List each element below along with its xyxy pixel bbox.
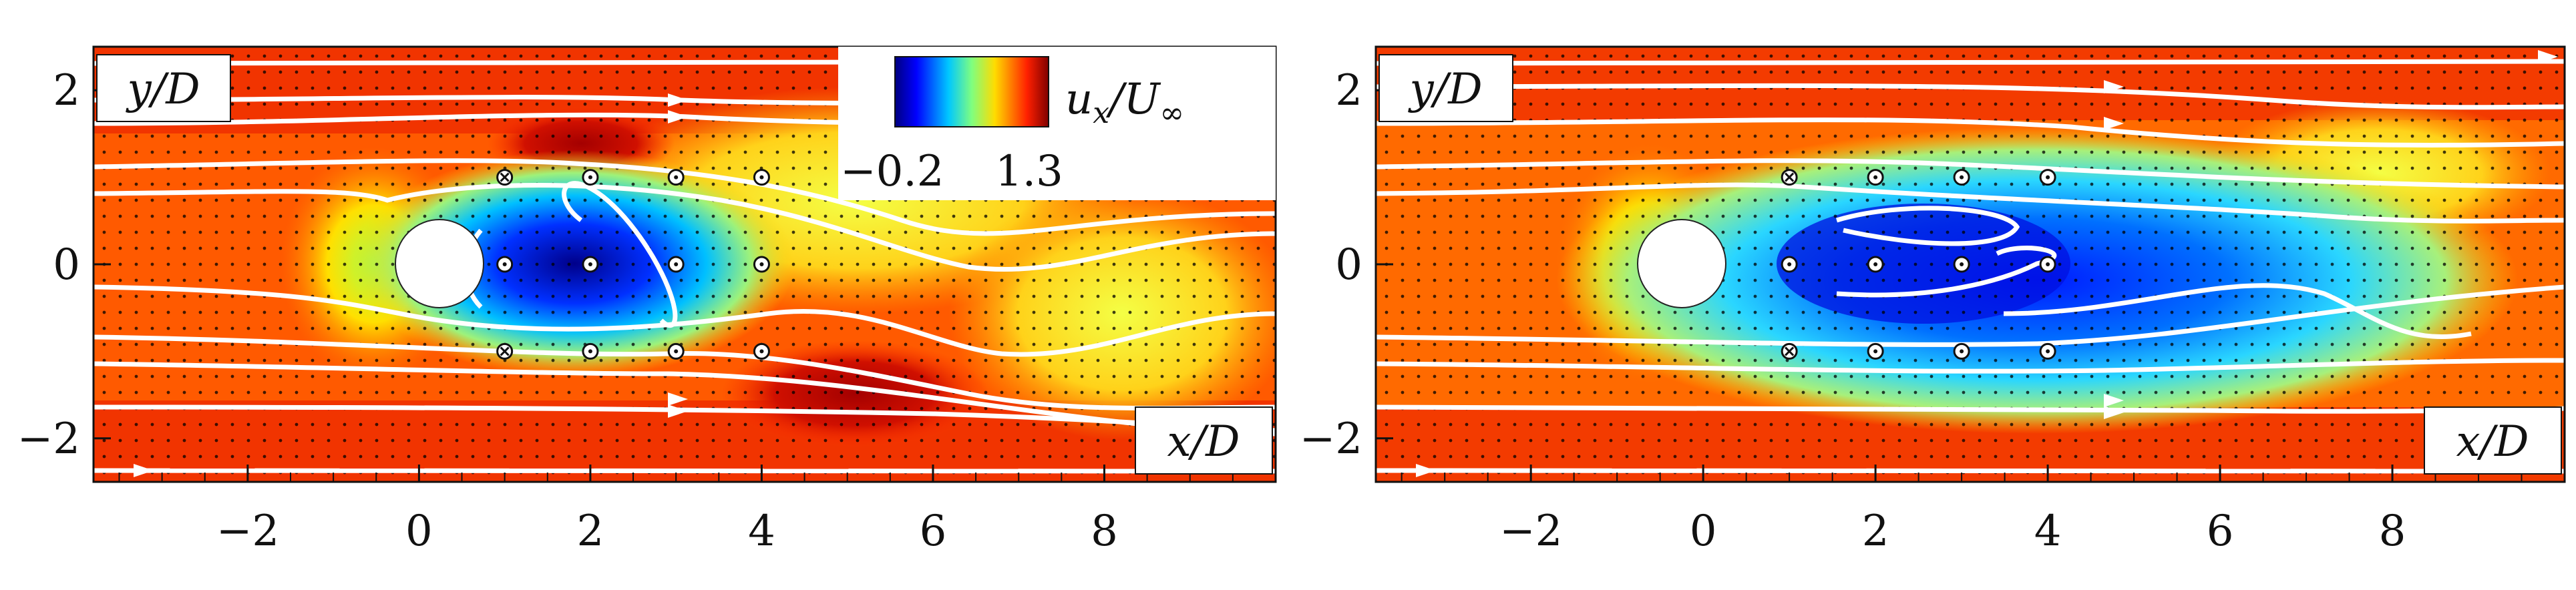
sensor-circle-marker	[753, 256, 770, 273]
sensor-cross-marker	[496, 169, 514, 186]
sensor-circle-marker	[667, 342, 685, 360]
x-tick-label: 8	[1091, 507, 1118, 556]
left-cylinder	[395, 219, 484, 308]
left-streamline-arrows	[134, 93, 688, 477]
x-tick-label: 6	[920, 507, 947, 556]
x-tick-label: 0	[405, 507, 433, 556]
colorbar-max-label: 1.3	[995, 147, 1063, 196]
colorbar: ux/U∞ −0.2 1.3	[838, 47, 1276, 200]
x-tick-label: −2	[1499, 507, 1562, 556]
left-panel: −2 0 2 4 6 8 2 0 −2 y/D x/D ux/U∞ −0.2 1.3	[17, 45, 1277, 556]
right-y-axis-label: y/D	[1407, 65, 1482, 114]
sensor-circle-marker	[1867, 256, 1884, 273]
y-tick-label: −2	[17, 414, 80, 464]
right-y-axis-label-box: y/D	[1378, 54, 1513, 122]
right-field	[1376, 47, 2565, 482]
sensor-cross-marker	[496, 342, 514, 360]
sensor-circle-marker	[753, 342, 770, 360]
right-x-axis: −2 0 2 4 6 8	[1401, 465, 2565, 556]
y-tick-label: 2	[53, 66, 80, 115]
x-tick-label: 2	[577, 507, 604, 556]
y-tick-label: 2	[1335, 66, 1362, 115]
sensor-circle-marker	[1781, 256, 1798, 273]
y-tick-label: −2	[1300, 414, 1362, 464]
right-x-axis-label: x/D	[2456, 417, 2529, 467]
x-tick-label: −2	[216, 507, 279, 556]
sensor-cross-marker	[1781, 169, 1798, 186]
sensor-circle-marker	[2039, 256, 2056, 273]
left-x-axis-label-box: x/D	[1135, 406, 1273, 475]
sensor-circle-marker	[667, 256, 685, 273]
x-tick-label: 4	[748, 507, 775, 556]
left-x-axis: −2 0 2 4 6 8	[118, 465, 1276, 556]
sensor-circle-marker	[582, 256, 599, 273]
x-tick-label: 0	[1690, 507, 1717, 556]
left-sensors	[496, 169, 770, 360]
sensor-circle-marker	[1867, 342, 1884, 360]
x-tick-label: 2	[1862, 507, 1889, 556]
sensor-circle-marker	[1953, 342, 1970, 360]
right-cylinder	[1637, 219, 1726, 308]
sensor-circle-marker	[753, 169, 770, 186]
sensor-circle-marker	[1953, 169, 1970, 186]
right-quiver-field	[1376, 47, 2565, 482]
right-sensors	[1781, 169, 2056, 360]
y-tick-label: 0	[1335, 240, 1362, 290]
colorbar-min-label: −0.2	[840, 147, 944, 196]
right-streamline-arrows	[1416, 50, 2558, 477]
right-panel: −2 0 2 4 6 8 2 0 −2 y/D x/D	[1300, 45, 2566, 556]
sensor-circle-marker	[667, 169, 685, 186]
right-x-axis-label-box: x/D	[2424, 406, 2562, 475]
left-y-axis: 2 0 −2	[17, 66, 111, 464]
left-y-axis-label-box: y/D	[96, 54, 231, 122]
colorbar-label: ux/U∞	[1065, 75, 1184, 130]
sensor-circle-marker	[2039, 342, 2056, 360]
sensor-circle-marker	[1953, 256, 1970, 273]
sensor-circle-marker	[496, 256, 514, 273]
sensor-circle-marker	[1867, 169, 1884, 186]
x-tick-label: 4	[2034, 507, 2062, 556]
sensor-circle-marker	[2039, 169, 2056, 186]
left-y-axis-label: y/D	[125, 65, 200, 114]
x-tick-label: 8	[2379, 507, 2406, 556]
x-tick-label: 6	[2207, 507, 2234, 556]
left-x-axis-label: x/D	[1167, 417, 1240, 467]
colorbar-gradient	[894, 56, 1049, 127]
right-y-axis: 2 0 −2	[1300, 66, 1393, 464]
y-tick-label: 0	[53, 240, 80, 290]
sensor-circle-marker	[582, 169, 599, 186]
sensor-cross-marker	[1781, 342, 1798, 360]
sensor-circle-marker	[582, 342, 599, 360]
